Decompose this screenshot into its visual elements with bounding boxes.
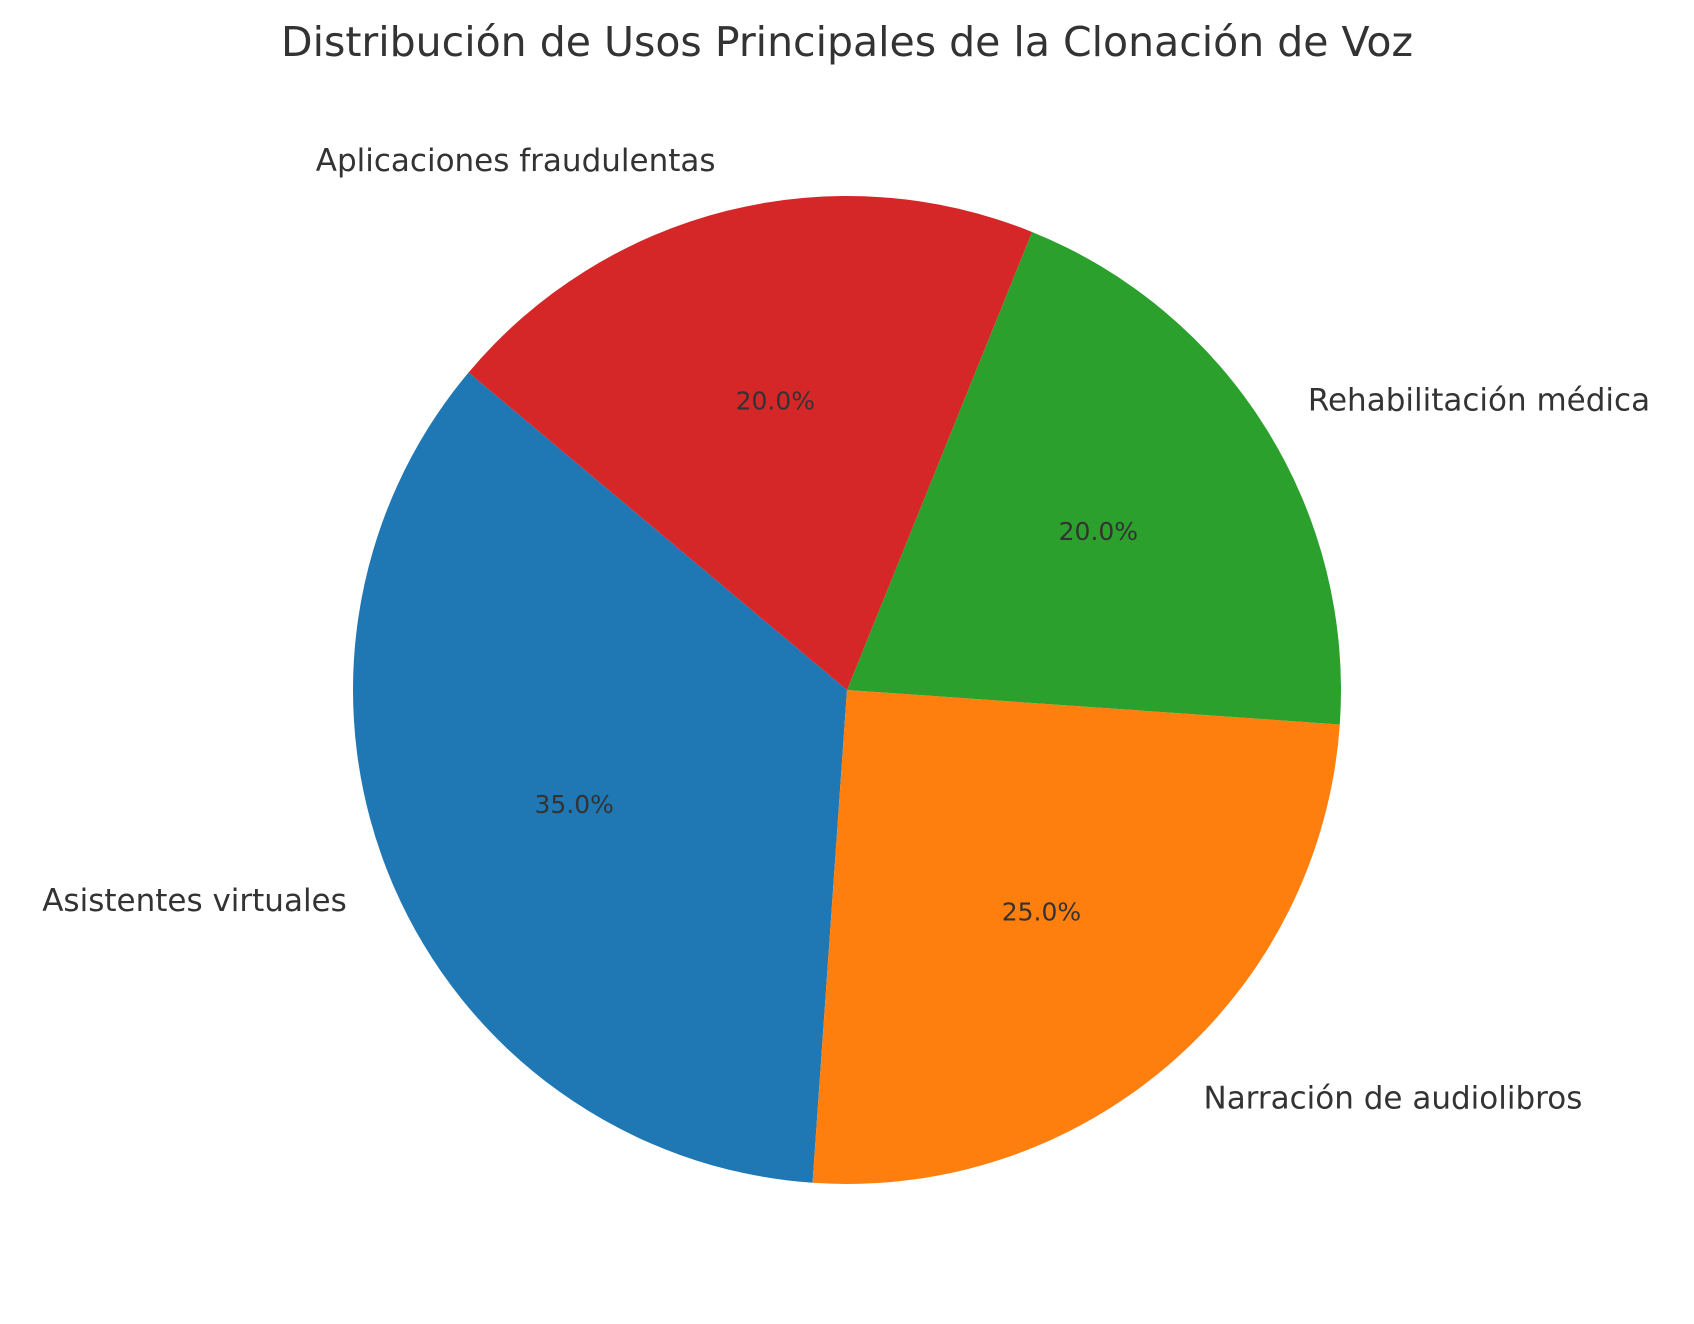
slice-label-aplicaciones-fraudulentas: Aplicaciones fraudulentas — [316, 143, 716, 179]
pie-slice-asistentes-virtuales — [352, 372, 847, 1183]
slice-label-asistentes-virtuales: Asistentes virtuales — [42, 883, 347, 919]
pie-labels: Asistentes virtuales 35.0% Narración de au… — [42, 143, 1650, 1116]
slice-label-narracion-de-audiolibros: Narración de audiolibros — [1204, 1081, 1583, 1117]
pct-label-rehabilitacion-medica: 20.0% — [1059, 517, 1138, 546]
pct-label-aplicaciones-fraudulentas: 20.0% — [736, 386, 815, 415]
pct-label-narracion-de-audiolibros: 25.0% — [1002, 898, 1081, 927]
pie-slice-narracion-de-audiolibros — [812, 690, 1340, 1184]
pie-slices — [352, 195, 1341, 1184]
pie-slice-rehabilitacion-medica — [847, 231, 1341, 725]
pct-label-asistentes-virtuales: 35.0% — [534, 790, 613, 819]
pie-slice-aplicaciones-fraudulentas — [468, 195, 1033, 690]
slice-label-rehabilitacion-medica: Rehabilitación médica — [1308, 383, 1650, 419]
chart-title: Distribución de Usos Principales de la C… — [281, 18, 1413, 66]
